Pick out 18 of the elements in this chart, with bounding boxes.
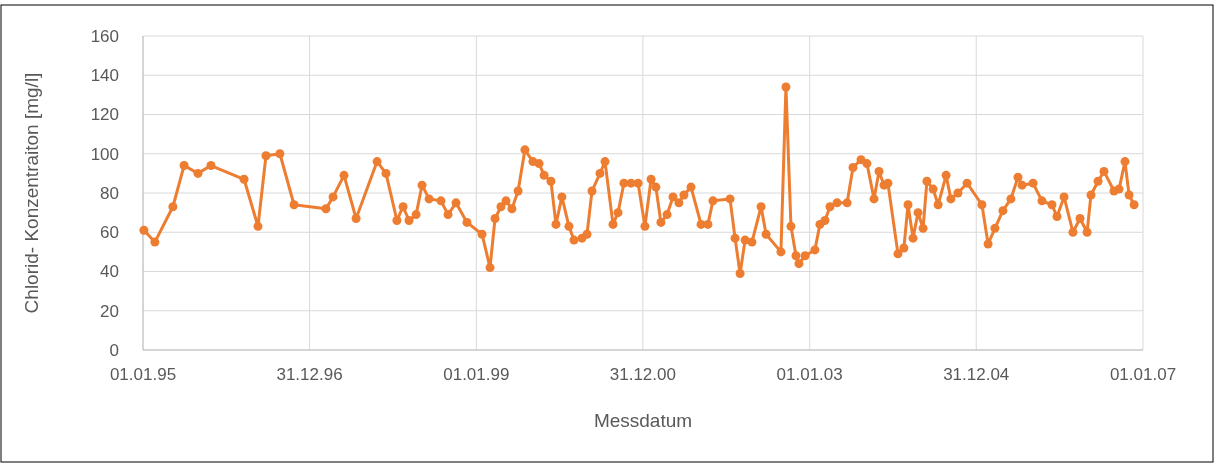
y-tick-label: 80 <box>100 183 119 203</box>
y-tick-label: 100 <box>90 144 119 164</box>
y-tick-label: 0 <box>109 340 119 360</box>
y-tick-label: 60 <box>100 223 119 243</box>
y-tick-label: 160 <box>90 26 119 46</box>
x-tick-label: 01.01.95 <box>109 365 177 384</box>
y-tick-label: 120 <box>90 105 119 125</box>
x-tick-label: 31.12.96 <box>276 365 343 384</box>
y-tick-label: 40 <box>100 262 119 282</box>
x-tick-label: 01.01.07 <box>1109 365 1177 384</box>
y-tick-label: 140 <box>90 66 119 86</box>
y-axis-title: Chlorid- Konzentraiton [mg/l] <box>21 72 42 314</box>
x-tick-label: 31.12.04 <box>943 365 1010 384</box>
x-tick-label: 01.01.99 <box>443 365 510 384</box>
x-tick-label: 01.01.03 <box>776 365 843 384</box>
x-axis-title: Messdatum <box>593 410 693 431</box>
y-tick-label: 20 <box>100 301 119 321</box>
x-tick-label: 31.12.00 <box>609 365 676 384</box>
